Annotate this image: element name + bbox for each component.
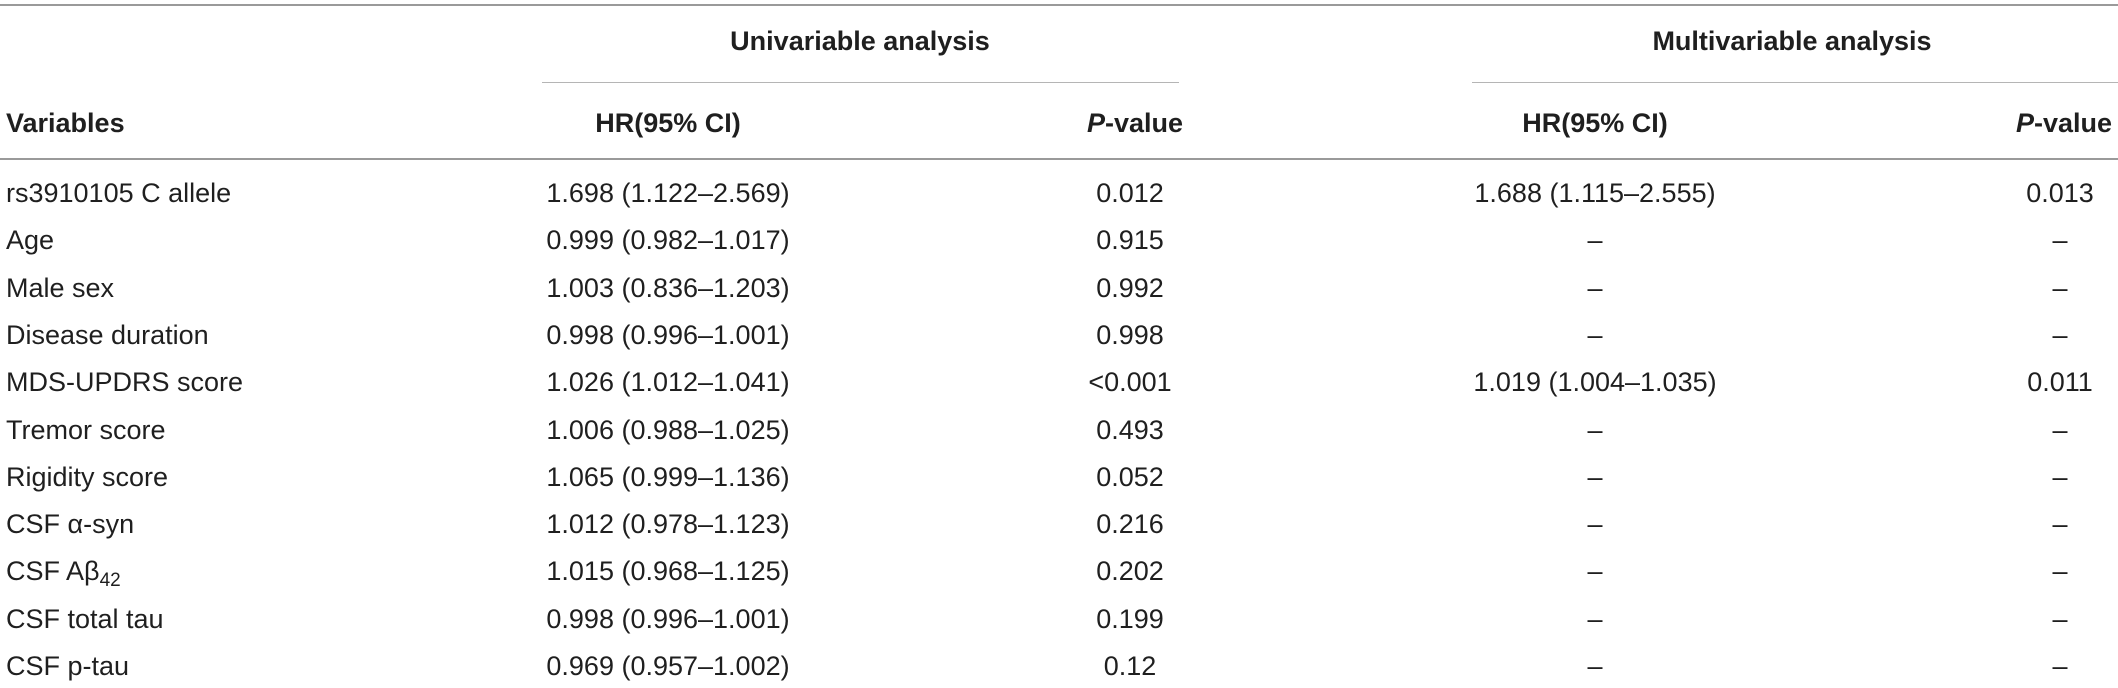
uni-p-cell: 0.202 [1096, 556, 1164, 586]
variable-name: MDS-UPDRS score [6, 367, 244, 397]
variable-name-cell: CSF α-syn [6, 507, 134, 541]
multivariable-header: Multivariable analysis [1652, 26, 1932, 56]
multi-hr-cell: – [1587, 604, 1603, 634]
uni-p-cell: 0.12 [1103, 651, 1157, 681]
uni-hr-cell: 1.026 (1.012–1.041) [546, 367, 790, 397]
variable-name-cell: CSF p-tau [6, 649, 129, 683]
variable-name: CSF α-syn [6, 509, 135, 539]
multi-p-cell: 0.013 [2026, 178, 2094, 208]
variable-name: Male sex [6, 273, 115, 303]
uni-p-cell: 0.998 [1096, 320, 1164, 350]
multi-p-cell: – [2052, 509, 2068, 539]
univariable-header: Univariable analysis [730, 26, 990, 56]
variable-name: Age [6, 225, 55, 255]
multi-p-cell: – [2052, 651, 2068, 681]
variable-name: CSF total tau [6, 604, 164, 634]
variable-name-cell: Tremor score [6, 413, 166, 447]
p-rest: -value [2033, 108, 2112, 138]
multi-hr-cell: – [1587, 320, 1603, 350]
uni-hr-cell: 0.998 (0.996–1.001) [546, 320, 790, 350]
variable-name: CSF p-tau [6, 651, 130, 681]
multi-hr-cell: – [1587, 273, 1603, 303]
uni-p-cell: 0.216 [1096, 509, 1164, 539]
uni-p-cell: <0.001 [1088, 367, 1172, 397]
uni-hr-cell: 0.969 (0.957–1.002) [546, 651, 790, 681]
uni-p-cell: 0.199 [1096, 604, 1164, 634]
variable-name: Rigidity score [6, 462, 169, 492]
p-rest: -value [1104, 108, 1183, 138]
variable-name: Tremor score [6, 415, 166, 445]
variable-name: CSF Aβ [6, 556, 100, 586]
variable-name-cell: MDS-UPDRS score [6, 365, 243, 399]
multi-p-cell: – [2052, 225, 2068, 255]
uni-hr-header: HR(95% CI) [595, 108, 741, 138]
variables-header: Variables [6, 108, 125, 138]
multi-p-cell: – [2052, 556, 2068, 586]
header-rule [0, 158, 2118, 160]
p-italic: P [2015, 108, 2034, 138]
variable-name-cell: Disease duration [6, 318, 209, 352]
uni-p-cell: 0.493 [1096, 415, 1164, 445]
multi-p-cell: 0.011 [2027, 367, 2093, 397]
multi-hr-header: HR(95% CI) [1522, 108, 1668, 138]
uni-hr-cell: 1.006 (0.988–1.025) [546, 415, 790, 445]
variable-subscript: 42 [99, 570, 121, 591]
variable-name-cell: CSF total tau [6, 602, 164, 636]
variable-name: rs3910105 C allele [6, 178, 232, 208]
uni-p-header: P-value [1087, 106, 1183, 140]
uni-hr-cell: 0.998 (0.996–1.001) [546, 604, 790, 634]
multi-p-cell: – [2052, 320, 2068, 350]
uni-hr-cell: 1.003 (0.836–1.203) [546, 273, 790, 303]
multi-p-cell: – [2052, 462, 2068, 492]
variable-name-cell: Rigidity score [6, 460, 168, 494]
multi-hr-cell: – [1587, 509, 1603, 539]
multi-hr-cell: – [1587, 415, 1603, 445]
multi-p-header: P-value [2016, 106, 2112, 140]
p-italic: P [1086, 108, 1105, 138]
multi-hr-cell: – [1587, 225, 1603, 255]
uni-p-cell: 0.992 [1096, 273, 1164, 303]
top-rule [0, 4, 2118, 6]
multi-hr-cell: – [1587, 462, 1603, 492]
uni-hr-cell: 1.012 (0.978–1.123) [546, 509, 790, 539]
variable-name-cell: CSF Aβ42 [6, 554, 121, 591]
multi-hr-cell: – [1587, 556, 1603, 586]
multi-hr-cell: – [1587, 651, 1603, 681]
variable-name-cell: Male sex [6, 271, 114, 305]
variable-name-cell: rs3910105 C allele [6, 176, 231, 210]
variable-name-cell: Age [6, 223, 54, 257]
uni-hr-cell: 1.698 (1.122–2.569) [546, 178, 790, 208]
uni-p-cell: 0.052 [1096, 462, 1164, 492]
uni-hr-cell: 0.999 (0.982–1.017) [546, 225, 790, 255]
multi-p-cell: – [2052, 415, 2068, 445]
multi-p-cell: – [2052, 273, 2068, 303]
variable-name: Disease duration [6, 320, 209, 350]
uni-hr-cell: 1.015 (0.968–1.125) [546, 556, 790, 586]
uni-p-cell: 0.915 [1096, 225, 1164, 255]
multivariable-underline [1472, 82, 2118, 83]
multi-hr-cell: 1.688 (1.115–2.555) [1474, 178, 1716, 208]
uni-hr-cell: 1.065 (0.999–1.136) [546, 462, 790, 492]
multi-p-cell: – [2052, 604, 2068, 634]
uni-p-cell: 0.012 [1096, 178, 1164, 208]
multi-hr-cell: 1.019 (1.004–1.035) [1473, 367, 1717, 397]
univariable-underline [542, 82, 1179, 83]
